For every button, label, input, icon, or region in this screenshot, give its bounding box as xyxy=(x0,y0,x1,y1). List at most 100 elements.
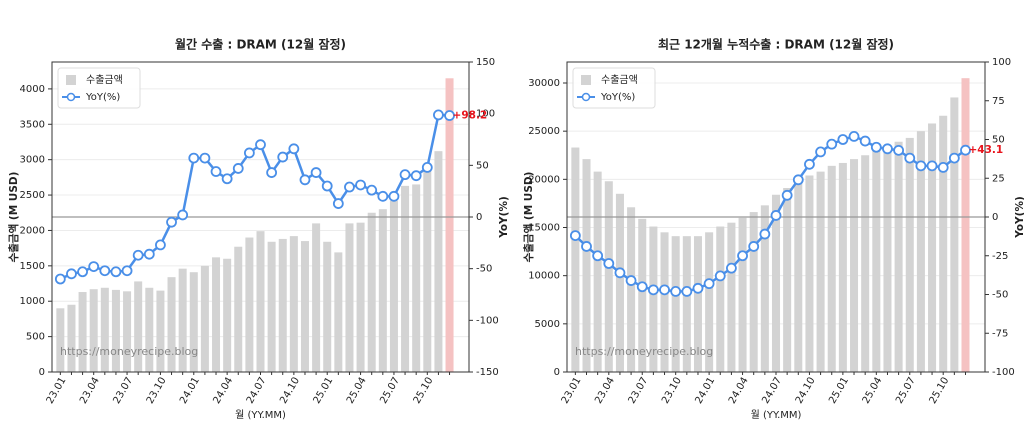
y-axis-label: 수출금액 (M USD) xyxy=(7,172,20,263)
watermark: https://moneyrecipe.blog xyxy=(60,345,198,358)
x-tick-label: 24.04 xyxy=(727,376,751,406)
legend-marker xyxy=(66,92,76,102)
legend-label: 수출금액 xyxy=(601,74,638,86)
bar xyxy=(716,226,725,372)
bar xyxy=(89,289,98,372)
bar xyxy=(123,291,132,372)
yoy-marker xyxy=(421,161,433,173)
x-tick-label: 25.04 xyxy=(345,376,369,406)
x-tick-label: 24.01 xyxy=(693,376,717,406)
y-tick-label: 0 xyxy=(39,367,45,378)
y2-tick-label: -25 xyxy=(992,251,1008,262)
yoy-marker xyxy=(410,170,422,182)
yoy-marker xyxy=(726,262,737,274)
legend-label: YoY(%) xyxy=(600,92,635,103)
x-tick-label: 24.10 xyxy=(278,376,302,406)
yoy-marker xyxy=(692,282,704,294)
bar xyxy=(67,304,76,372)
bar xyxy=(571,147,580,372)
x-axis-label: 월 (YY.MM) xyxy=(751,409,802,421)
bar xyxy=(705,232,714,372)
bar xyxy=(749,212,758,372)
y2-tick-label: 25 xyxy=(992,173,1005,184)
bar xyxy=(783,188,792,372)
yoy-marker xyxy=(288,143,300,155)
y-tick-label: 3000 xyxy=(20,155,45,166)
bar xyxy=(627,207,636,372)
bar xyxy=(649,226,658,372)
yoy-marker xyxy=(759,228,771,240)
y-tick-label: 20000 xyxy=(528,174,560,185)
bar xyxy=(212,257,221,372)
bar xyxy=(378,209,387,372)
y-tick-label: 5000 xyxy=(535,319,560,330)
yoy-marker xyxy=(748,241,760,252)
yoy-marker xyxy=(781,189,793,201)
y2-tick-label: -100 xyxy=(992,367,1015,378)
bar xyxy=(189,272,198,372)
yoy-marker xyxy=(893,144,905,156)
bar xyxy=(200,265,209,372)
x-tick-label: 25.01 xyxy=(827,376,851,406)
yoy-marker xyxy=(815,146,826,158)
x-tick-label: 23.10 xyxy=(145,376,169,406)
yoy-marker xyxy=(848,130,860,142)
bar xyxy=(300,241,309,372)
yoy-marker xyxy=(625,275,637,286)
y2-axis-label: YoY(%) xyxy=(498,196,510,239)
bar xyxy=(267,241,276,372)
yoy-marker xyxy=(937,161,949,173)
bar xyxy=(671,236,680,372)
yoy-marker xyxy=(132,249,144,261)
bar xyxy=(916,131,925,372)
y-tick-label: 30000 xyxy=(528,78,560,89)
bar xyxy=(615,193,624,372)
x-tick-label: 23.07 xyxy=(627,376,651,406)
y2-tick-label: 100 xyxy=(476,109,495,120)
bar xyxy=(760,205,769,372)
y-tick-label: 2500 xyxy=(20,190,45,201)
yoy-marker xyxy=(826,138,838,150)
y2-tick-label: -50 xyxy=(476,264,492,275)
yoy-marker xyxy=(310,167,322,178)
y2-tick-label: -100 xyxy=(476,315,499,326)
legend-label: 수출금액 xyxy=(86,74,123,86)
x-tick-label: 23.04 xyxy=(593,376,617,406)
bar xyxy=(682,236,691,372)
yoy-marker xyxy=(321,180,333,192)
bar xyxy=(367,212,376,372)
x-tick-label: 25.01 xyxy=(312,376,336,406)
x-tick-label: 23.01 xyxy=(560,376,584,406)
x-tick-label: 23.04 xyxy=(78,376,102,406)
yoy-marker xyxy=(199,152,211,164)
y2-tick-label: 0 xyxy=(476,212,482,223)
bar xyxy=(389,200,398,372)
bar xyxy=(727,222,736,372)
bar xyxy=(805,175,814,372)
bar xyxy=(78,292,87,372)
bar xyxy=(434,151,443,372)
yoy-marker xyxy=(177,209,189,221)
bar xyxy=(638,218,647,372)
bar xyxy=(905,137,914,372)
x-tick-label: 25.10 xyxy=(928,376,952,406)
y-tick-label: 4000 xyxy=(20,84,45,95)
yoy-marker xyxy=(155,239,166,251)
yoy-marker xyxy=(603,258,615,269)
bar xyxy=(660,232,669,372)
yoy-marker xyxy=(210,166,222,177)
yoy-marker xyxy=(859,135,871,147)
yoy-marker xyxy=(54,273,66,285)
y2-tick-label: 150 xyxy=(476,57,495,68)
yoy-marker xyxy=(88,261,100,273)
yoy-marker xyxy=(770,210,782,221)
x-tick-label: 24.01 xyxy=(178,376,202,406)
yoy-marker xyxy=(66,268,77,280)
yoy-marker xyxy=(960,144,971,156)
yoy-marker xyxy=(377,190,389,202)
y-tick-label: 1500 xyxy=(20,261,45,272)
yoy-marker xyxy=(433,109,444,121)
bar xyxy=(245,237,254,372)
y-tick-label: 10000 xyxy=(528,271,560,282)
yoy-marker xyxy=(188,152,200,164)
